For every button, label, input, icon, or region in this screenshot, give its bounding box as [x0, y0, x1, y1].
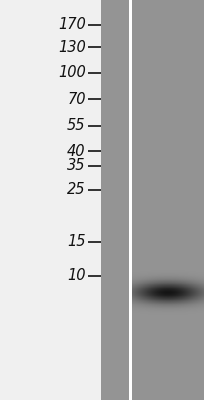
- Text: 25: 25: [67, 182, 86, 198]
- Text: 40: 40: [67, 144, 86, 159]
- Bar: [101, 0, 129, 400]
- Text: 15: 15: [67, 234, 86, 250]
- Text: 100: 100: [58, 65, 86, 80]
- Bar: [129, 0, 132, 400]
- Text: 70: 70: [67, 92, 86, 107]
- Text: 55: 55: [67, 118, 86, 134]
- Text: 170: 170: [58, 17, 86, 32]
- Text: 130: 130: [58, 40, 86, 55]
- Text: 10: 10: [67, 268, 86, 284]
- Bar: [132, 0, 204, 400]
- Text: 35: 35: [67, 158, 86, 174]
